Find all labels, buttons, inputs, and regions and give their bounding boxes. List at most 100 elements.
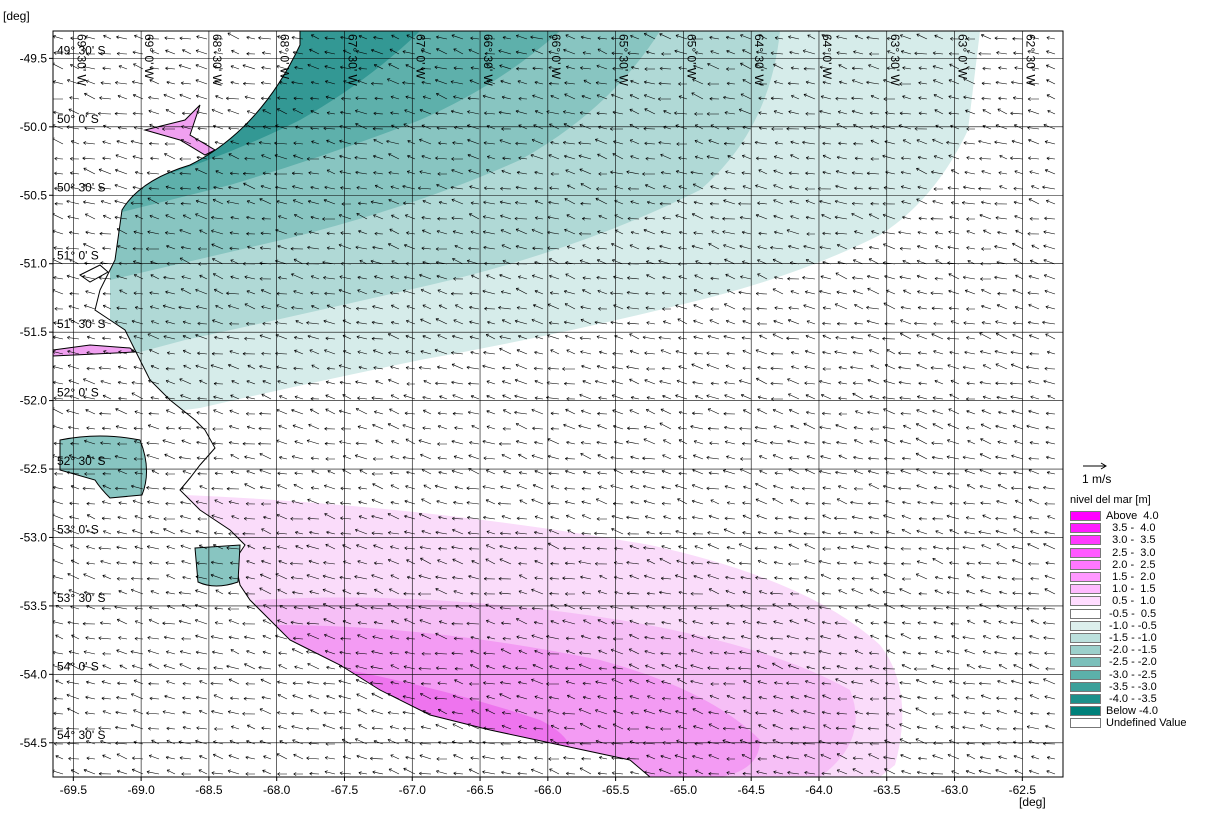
- strait-water: [59, 435, 147, 499]
- legend-class-label: -3.5 - -3.0: [1106, 680, 1157, 693]
- legend-class-label: 3.0 - 3.5: [1106, 534, 1156, 547]
- x-tick-label: -69.5: [60, 783, 88, 797]
- lon-grid-label: 69° 0' W: [142, 34, 156, 80]
- lon-grid-label: 64° 0' W: [820, 34, 834, 80]
- legend-class-label: 1.5 - 2.0: [1106, 571, 1156, 584]
- legend-class-label: -0.5 - 0.5: [1106, 607, 1157, 620]
- legend-swatch: [1070, 547, 1101, 558]
- x-tick-label: -63.5: [873, 783, 901, 797]
- legend-swatch: [1070, 608, 1101, 619]
- legend-class: 2.0 - 2.5: [1070, 559, 1205, 571]
- lat-grid-label: 49° 30' S: [57, 43, 105, 57]
- vector-arrows: [53, 32, 1056, 776]
- legend-swatch: [1070, 645, 1101, 656]
- legend-class: 0.5 - 1.0: [1070, 595, 1205, 607]
- axes: -69.5 -69.0 -68.5 -68.0 -67.5 -67.0 -66.5 -66.0…: [20, 51, 1037, 797]
- lon-grid-label: 62° 30' W: [1023, 34, 1037, 86]
- legend-swatch: [1070, 632, 1101, 643]
- legend-class: -4.0 - -3.5: [1070, 693, 1205, 705]
- legend-class-label: -2.5 - -2.0: [1106, 656, 1157, 669]
- legend-class: -2.0 - -1.5: [1070, 644, 1205, 656]
- legend-class: -2.5 - -2.0: [1070, 656, 1205, 668]
- x-tick-label: -69.0: [127, 783, 155, 797]
- lon-grid-label: 66° 30' W: [481, 34, 495, 86]
- coastline: [53, 31, 651, 777]
- legend-class-label: 0.5 - 1.0: [1106, 595, 1156, 608]
- lat-grid-label: 52° 0' S: [57, 386, 99, 400]
- lon-grid-label: 68° 30' W: [210, 34, 224, 86]
- graticule-labels: 49° 30' S 50° 0' S 50° 30' S 51° 0' S 51° 30…: [57, 34, 1037, 742]
- current-vectors: [53, 32, 1056, 776]
- legend-class-label: -1.0 - -0.5: [1106, 619, 1157, 632]
- legend-class-label: Undefined Value: [1106, 717, 1187, 730]
- lon-grid-label: 64° 30' W: [752, 34, 766, 86]
- y-tick-label: -50.0: [20, 120, 48, 134]
- plot-frame: [52, 30, 1064, 778]
- legend-class: -0.5 - 0.5: [1070, 608, 1205, 620]
- legend-swatch: [1070, 559, 1101, 570]
- x-tick-label: -65.5: [602, 783, 630, 797]
- x-tick-label: -64.5: [738, 783, 766, 797]
- vector-scale-arrow-icon: [1083, 462, 1107, 470]
- lon-grid-label: 69° 30' W: [74, 34, 88, 86]
- legend-swatch: [1070, 511, 1101, 522]
- legend: 1 m/s nivel del mar [m] Above 4.0 3.5 - …: [1070, 458, 1205, 729]
- legend-class-label: 2.0 - 2.5: [1106, 558, 1156, 571]
- legend-class: 1.5 - 2.0: [1070, 571, 1205, 583]
- legend-swatch: [1070, 535, 1101, 546]
- legend-swatch: [1070, 693, 1101, 704]
- legend-class-label: 3.5 - 4.0: [1106, 522, 1156, 535]
- x-unit-label: [deg]: [1019, 795, 1046, 809]
- lat-grid-label: 51° 0' S: [57, 249, 99, 263]
- y-tick-label: -54.0: [20, 667, 48, 681]
- legend-class: -3.0 - -2.5: [1070, 668, 1205, 681]
- x-tick-label: -68.5: [195, 783, 223, 797]
- lon-grid-label: 65° 0' W: [684, 34, 698, 80]
- lat-grid-label: 54° 30' S: [57, 728, 105, 742]
- y-tick-label: -54.5: [20, 736, 48, 750]
- lat-grid-label: 53° 0' S: [57, 522, 99, 536]
- legend-class: Undefined Value: [1070, 717, 1205, 729]
- lat-grid-label: 50° 0' S: [57, 112, 99, 126]
- y-tick-label: -49.5: [20, 51, 48, 65]
- lat-grid-label: 54° 0' S: [57, 659, 99, 673]
- legend-swatch: [1070, 681, 1101, 692]
- x-tick-label: -68.0: [263, 783, 291, 797]
- lat-grid-label: 50° 30' S: [57, 180, 105, 194]
- lon-grid-label: 66° 0' W: [549, 34, 563, 80]
- legend-class: 3.5 - 4.0: [1070, 522, 1205, 534]
- x-tick-label: -66.5: [466, 783, 494, 797]
- legend-swatch: [1070, 706, 1101, 717]
- x-tick-label: -67.5: [331, 783, 359, 797]
- estuary-inlet: [79, 264, 109, 283]
- legend-class-label: -1.5 - -1.0: [1106, 631, 1157, 644]
- lat-grid-label: 51° 30' S: [57, 317, 105, 331]
- estuary-inlet: [143, 104, 217, 156]
- legend-class-label: Above 4.0: [1106, 510, 1159, 523]
- legend-class: 1.0 - 1.5: [1070, 583, 1205, 595]
- legend-class-label: 1.0 - 1.5: [1106, 583, 1156, 596]
- vector-scale-label: 1 m/s: [1082, 472, 1112, 486]
- y-tick-label: -53.5: [20, 599, 48, 613]
- legend-swatch: [1070, 669, 1101, 680]
- legend-swatch: [1070, 657, 1101, 668]
- y-tick-label: -51.0: [20, 257, 48, 271]
- x-tick-label: -65.0: [670, 783, 698, 797]
- land-mask: [53, 31, 651, 777]
- lon-grid-label: 63° 0' W: [956, 34, 970, 80]
- y-tick-label: -52.0: [20, 394, 48, 408]
- legend-class-label: -4.0 - -3.5: [1106, 692, 1157, 705]
- legend-class-label: 2.5 - 3.0: [1106, 546, 1156, 559]
- lon-grid-label: 68° 0' W: [278, 34, 292, 80]
- legend-class: Below -4.0: [1070, 705, 1205, 717]
- legend-class: 3.0 - 3.5: [1070, 534, 1205, 546]
- lon-grid-label: 63° 30' W: [888, 34, 902, 86]
- y-tick-label: -51.5: [20, 325, 48, 339]
- legend-class: Above 4.0: [1070, 510, 1205, 522]
- bay-water: [194, 544, 241, 587]
- legend-class-label: -2.0 - -1.5: [1106, 644, 1157, 657]
- legend-class: -1.5 - -1.0: [1070, 632, 1205, 644]
- legend-swatch: [1070, 523, 1101, 534]
- legend-swatch: [1070, 596, 1101, 607]
